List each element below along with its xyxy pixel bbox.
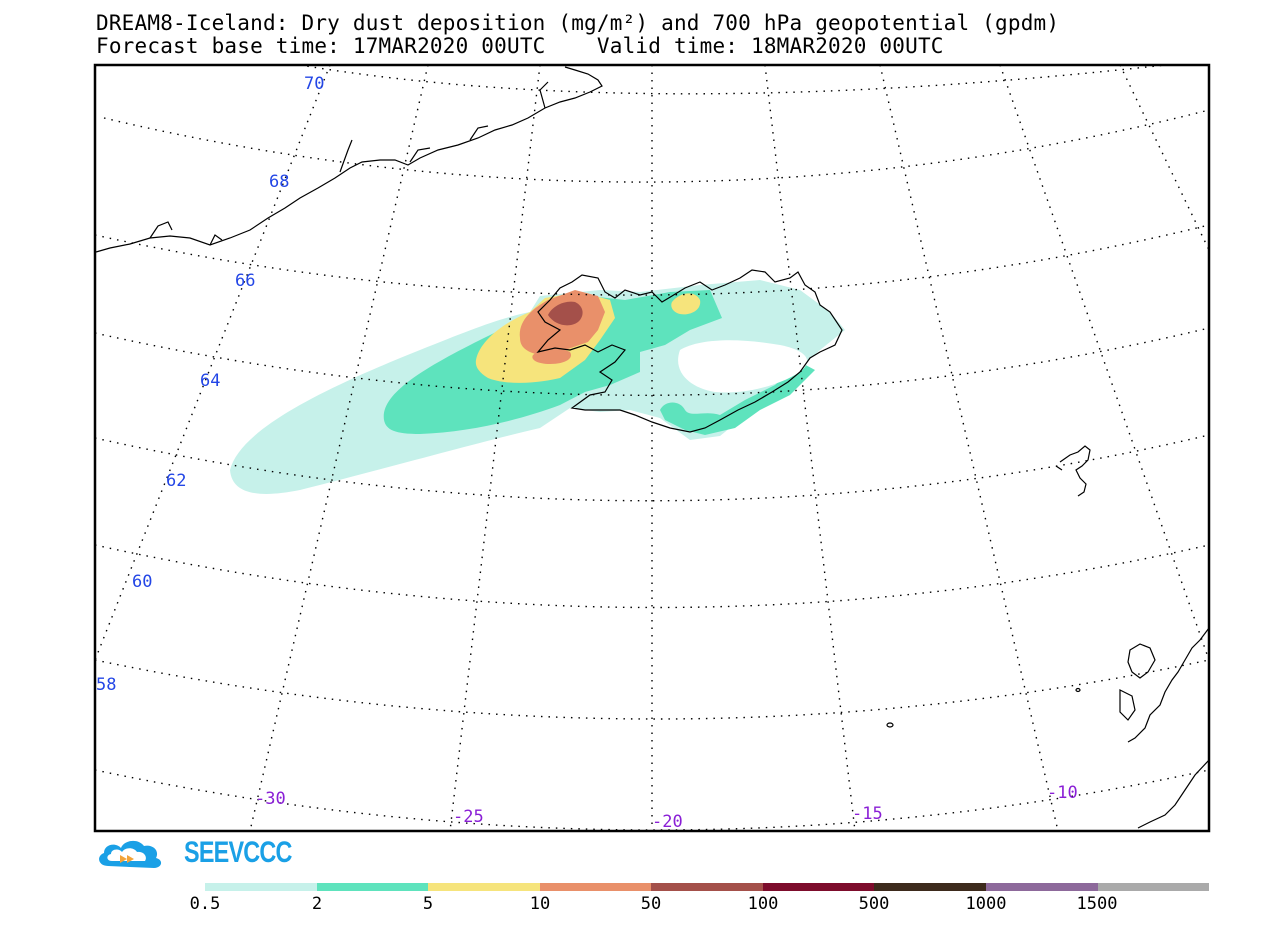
lat-label: 60 [132,572,152,592]
colorbar-segment [205,883,317,891]
lon-label: -10 [1047,783,1078,803]
scotland-coastline [1119,627,1209,829]
dust-deposition-field [230,280,845,494]
lon-label: -25 [453,807,484,827]
colorbar-segment [985,883,1098,891]
dust-contour-10-west [532,348,572,364]
colorbar-label: 50 [640,894,662,914]
lon-line-0 [1119,65,1209,251]
lon-label: -15 [852,804,883,824]
colorbar-label: 0.5 [189,894,221,914]
lon-line-35 [95,65,331,661]
map-subtitle: Forecast base time: 17MAR2020 00UTC Vali… [96,34,944,58]
greenland-fjords [149,81,549,246]
dust-contour-5-east [671,293,701,315]
colorbar-label: 5 [422,894,434,914]
lat-label: 64 [200,371,220,391]
lon-line-10 [879,65,1059,831]
map-frame [93,63,1211,833]
dust-contour-50 [548,301,583,326]
faroe-islands [1055,445,1091,497]
map-content [95,65,1209,831]
small-island [1075,687,1081,693]
lat-label: 58 [96,675,116,695]
colorbar-segment [874,883,986,891]
colorbar-segment [428,883,540,891]
clear-interior [678,340,808,393]
colorbar-label: 100 [747,894,779,914]
lon-line-25 [449,65,541,831]
colorbar [205,883,1210,891]
lon-line-15 [764,65,856,831]
latitude-labels: 70 68 66 64 62 60 58 [96,74,324,695]
colorbar-segment [762,883,875,891]
lat-label: 70 [304,74,324,94]
colorbar-label: 10 [529,894,551,914]
lat-label: 68 [269,172,289,192]
colorbar-label: 1500 [1076,894,1118,914]
coastlines [95,66,1209,829]
lon-line-5 [999,65,1209,661]
map-title: DREAM8-Iceland: Dry dust deposition (mg/… [96,11,1060,35]
dust-contour-2-east [660,362,815,435]
rockall-island [886,722,894,728]
logo-text: SEEVCCC [184,836,292,869]
lat-label: 62 [166,471,186,491]
colorbar-segment [316,883,429,891]
longitude-lines [95,65,1209,831]
colorbar-segment [1097,883,1210,891]
lon-label: -20 [652,812,683,832]
colorbar-segment [651,883,763,891]
colorbar-label: 500 [858,894,890,914]
lat-label: 66 [235,271,255,291]
cloud-logo-icon [99,840,162,868]
colorbar-segment [539,883,652,891]
colorbar-label: 2 [311,894,323,914]
greenland-coastline [95,66,603,253]
longitude-labels: -30 -25 -20 -15 -10 [255,783,1078,832]
lon-label: -30 [255,789,286,809]
colorbar-label: 1000 [965,894,1007,914]
iceland-coastline [536,269,843,433]
